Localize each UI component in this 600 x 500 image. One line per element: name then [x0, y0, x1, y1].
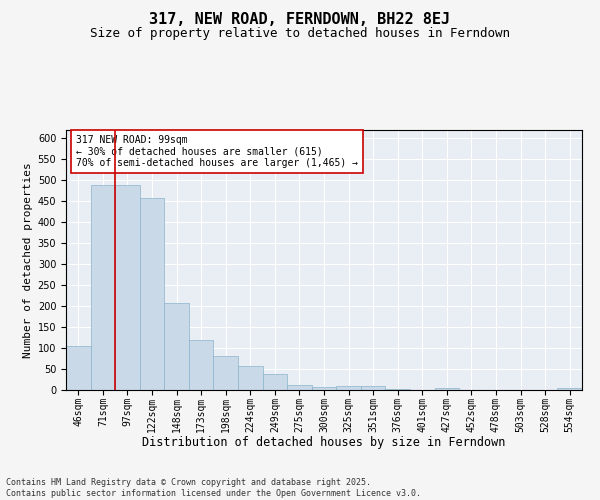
Bar: [312, 386, 336, 390]
X-axis label: Distribution of detached houses by size in Ferndown: Distribution of detached houses by size …: [142, 436, 506, 448]
Bar: [336, 386, 361, 390]
Bar: [287, 384, 312, 390]
Y-axis label: Number of detached properties: Number of detached properties: [23, 162, 34, 358]
Bar: [91, 184, 115, 390]
Bar: [557, 388, 582, 390]
Bar: [140, 198, 164, 390]
Text: Contains HM Land Registry data © Crown copyright and database right 2025.
Contai: Contains HM Land Registry data © Crown c…: [6, 478, 421, 498]
Text: Size of property relative to detached houses in Ferndown: Size of property relative to detached ho…: [90, 28, 510, 40]
Bar: [263, 374, 287, 390]
Bar: [115, 184, 140, 390]
Bar: [189, 340, 214, 390]
Bar: [238, 366, 263, 390]
Bar: [214, 356, 238, 390]
Bar: [164, 303, 189, 390]
Bar: [361, 386, 385, 390]
Bar: [66, 346, 91, 390]
Text: 317, NEW ROAD, FERNDOWN, BH22 8EJ: 317, NEW ROAD, FERNDOWN, BH22 8EJ: [149, 12, 451, 28]
Bar: [385, 388, 410, 390]
Text: 317 NEW ROAD: 99sqm
← 30% of detached houses are smaller (615)
70% of semi-detac: 317 NEW ROAD: 99sqm ← 30% of detached ho…: [76, 135, 358, 168]
Bar: [434, 388, 459, 390]
